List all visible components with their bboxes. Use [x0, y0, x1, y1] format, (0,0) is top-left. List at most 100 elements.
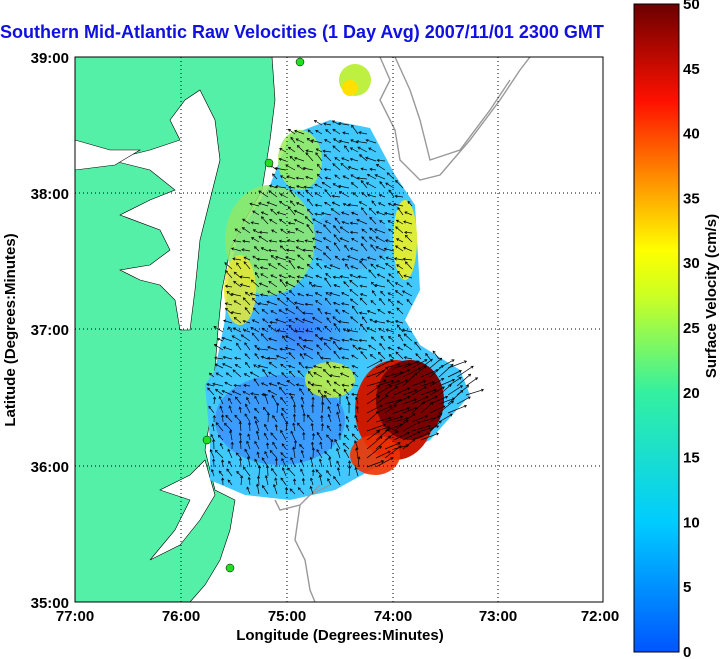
velocity-arrow: [245, 291, 251, 297]
velocity-arrow-head: [397, 442, 401, 446]
velocity-arrow: [321, 423, 323, 432]
velocity-arrow: [335, 309, 341, 315]
velocity-arrow: [244, 373, 251, 378]
velocity-arrow-head: [274, 457, 278, 461]
velocity-arrow: [342, 309, 350, 315]
velocity-arrow-head: [333, 350, 337, 354]
velocity-arrow: [294, 404, 296, 414]
velocity-arrow: [246, 441, 251, 450]
velocity-arrow: [324, 277, 332, 288]
velocity-arrow-head: [268, 184, 273, 188]
velocity-arrow-head: [269, 450, 273, 453]
velocity-arrow-head: [349, 247, 354, 251]
velocity-arrow: [330, 374, 341, 378]
velocity-arrow: [275, 167, 287, 171]
velocity-arrow-head: [296, 422, 300, 426]
velocity-arrow: [343, 449, 350, 459]
velocity-arrow-head: [236, 470, 240, 474]
velocity-arrow: [242, 240, 251, 243]
velocity-arrow: [358, 132, 368, 135]
velocity-arrow-head: [444, 395, 449, 399]
velocity-arrow: [236, 262, 242, 270]
velocity-arrow-head: [260, 382, 265, 386]
velocity-arrow-head: [333, 284, 337, 288]
velocity-arrow-head: [254, 440, 258, 445]
velocity-arrow: [282, 467, 287, 477]
velocity-arrow: [287, 467, 296, 477]
velocity-arrow: [379, 181, 386, 189]
velocity-arrow: [310, 478, 314, 486]
velocity-arrow: [343, 328, 350, 333]
velocity-arrow: [339, 140, 350, 144]
velocity-arrow: [290, 431, 296, 441]
velocity-arrow: [234, 357, 242, 360]
velocity-arrow: [367, 257, 377, 261]
velocity-arrow-head: [325, 129, 329, 133]
velocity-arrow: [384, 404, 397, 414]
velocity-arrow: [384, 430, 399, 441]
velocity-arrow-head: [252, 255, 256, 259]
velocity-arrow: [403, 333, 413, 342]
velocity-arrow-head: [297, 370, 301, 374]
velocity-arrow: [375, 236, 386, 243]
velocity-arrow: [344, 145, 350, 153]
velocity-arrow-head: [436, 425, 440, 429]
velocity-arrow: [429, 413, 443, 423]
velocity-arrow-head: [226, 290, 230, 294]
velocity-arrow: [252, 297, 260, 306]
velocity-arrow: [343, 203, 350, 207]
velocity-arrow-head: [268, 281, 272, 284]
velocity-arrow-head: [288, 352, 292, 356]
velocity-arrow-head: [380, 290, 384, 294]
velocity-arrow-head: [458, 377, 462, 380]
velocity-arrow-head: [299, 459, 303, 463]
velocity-arrow: [288, 365, 296, 369]
velocity-arrow: [411, 359, 428, 369]
velocity-arrow-head: [297, 487, 301, 491]
x-tick-label: 76:00: [162, 608, 200, 625]
velocity-arrow-head: [333, 225, 337, 229]
velocity-arrow: [312, 317, 323, 324]
velocity-arrow: [375, 450, 391, 459]
velocity-arrow: [375, 385, 392, 396]
velocity-arrow: [285, 335, 296, 342]
velocity-arrow-head: [215, 372, 219, 376]
velocity-arrow: [325, 220, 332, 225]
velocity-arrow: [243, 466, 251, 477]
velocity-arrow: [323, 252, 332, 261]
velocity-arrow-head: [403, 333, 407, 337]
velocity-arrow: [333, 366, 341, 369]
velocity-arrow-head: [458, 369, 462, 373]
velocity-arrow-head: [305, 189, 309, 193]
velocity-arrow-head: [394, 194, 398, 198]
velocity-arrow-head: [295, 306, 299, 310]
velocity-arrow-head: [324, 451, 328, 455]
velocity-arrow: [243, 329, 251, 333]
velocity-arrow-head: [281, 407, 285, 411]
velocity-arrow-head: [390, 359, 394, 363]
y-tick-label: 37:00: [31, 322, 69, 339]
velocity-arrow: [219, 396, 224, 405]
velocity-arrow: [277, 298, 287, 306]
velocity-arrow-head: [329, 264, 333, 268]
velocity-arrow: [397, 207, 404, 216]
velocity-arrow-head: [228, 397, 232, 401]
velocity-arrow-head: [276, 381, 280, 385]
velocity-arrow: [360, 168, 368, 171]
velocity-arrow: [366, 380, 387, 387]
velocity-arrow: [298, 362, 305, 369]
velocity-arrow: [348, 204, 359, 207]
velocity-arrow-head: [366, 173, 371, 177]
velocity-arrow: [285, 347, 296, 351]
velocity-arrow: [341, 292, 350, 297]
velocity-arrow: [296, 280, 305, 288]
velocity-arrow: [402, 439, 416, 450]
velocity-arrow-head: [234, 228, 238, 232]
velocity-arrow: [309, 281, 314, 288]
velocity-arrow-head: [432, 350, 436, 354]
velocity-arrow-head: [450, 363, 454, 367]
velocity-arrow-head: [285, 281, 289, 285]
velocity-arrow: [329, 337, 341, 342]
velocity-arrow-head: [414, 341, 418, 345]
velocity-arrow-head: [370, 244, 374, 248]
